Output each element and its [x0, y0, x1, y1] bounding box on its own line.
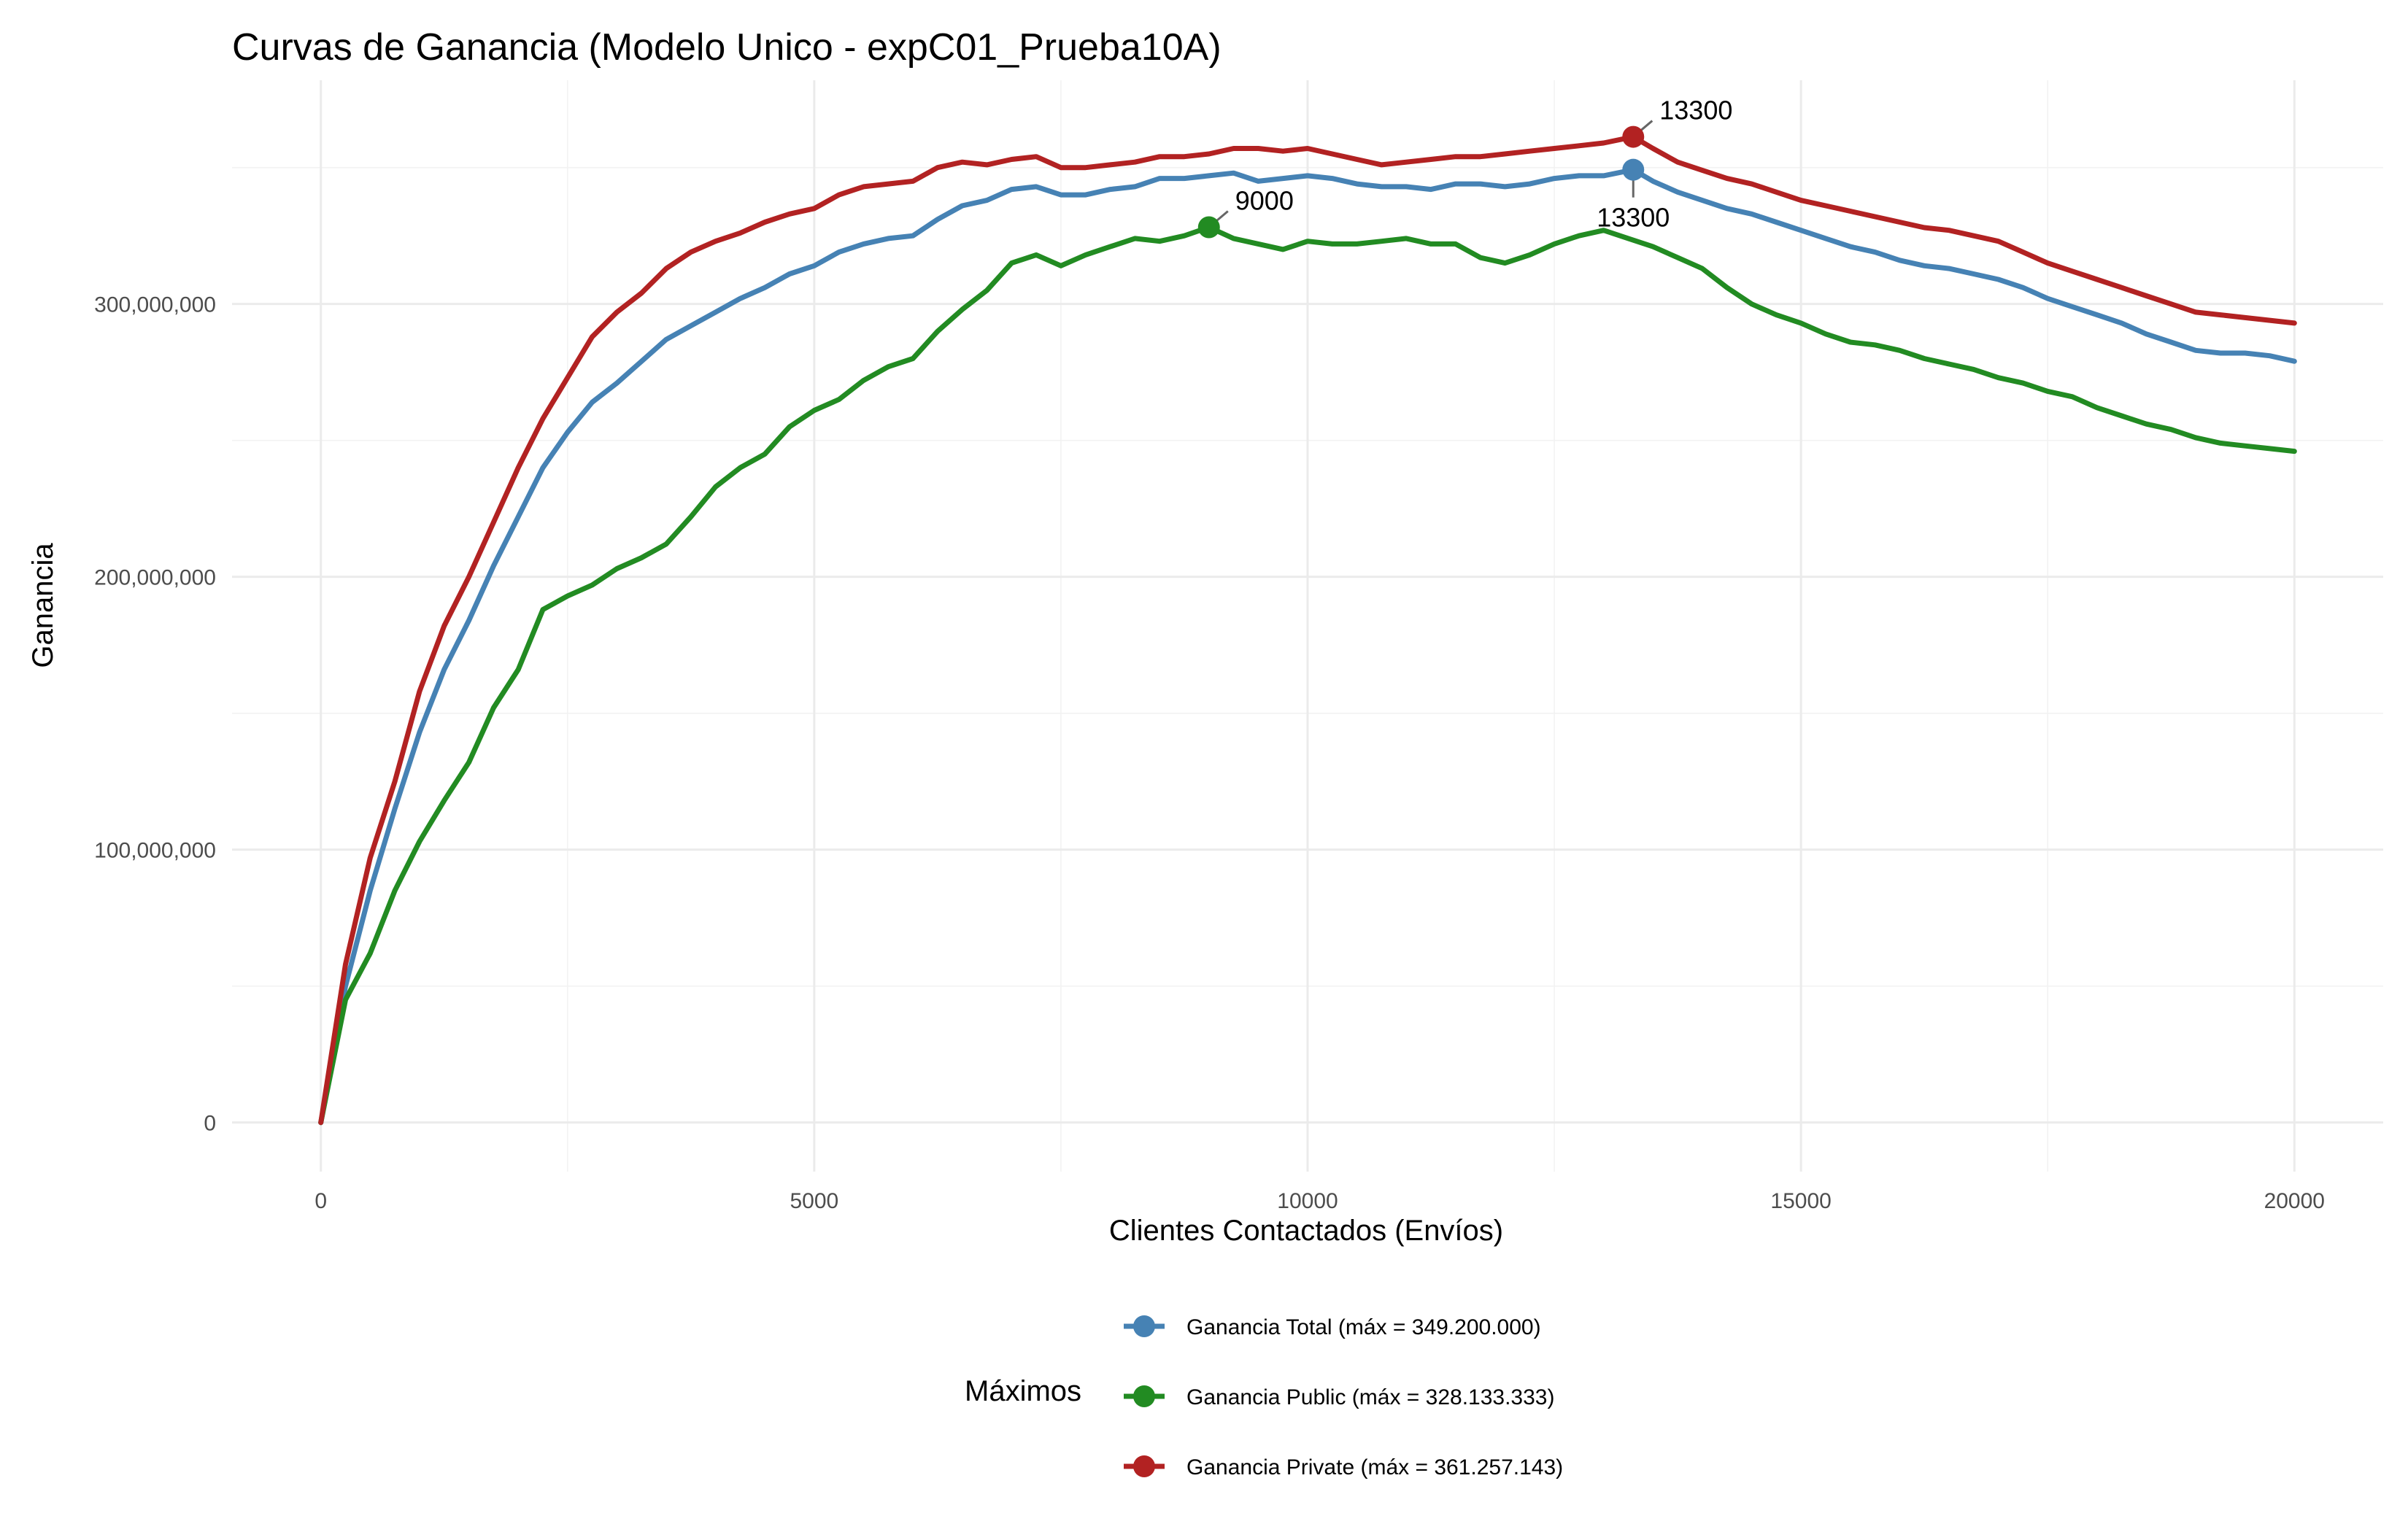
- y-tick-label: 100,000,000: [94, 839, 216, 863]
- legend-key-marker: [1133, 1315, 1155, 1337]
- x-axis-tick-labels: 0 5000 10000 15000 20000: [314, 1189, 2325, 1213]
- legend: Ganancia Total (máx = 349.200.000) Gananc…: [1124, 1315, 1563, 1479]
- x-tick-label: 20000: [2264, 1189, 2325, 1213]
- legend-label: Ganancia Total (máx = 349.200.000): [1186, 1315, 1541, 1339]
- max-point-marker: [1197, 216, 1220, 239]
- legend-label: Ganancia Public (máx = 328.133.333): [1186, 1385, 1554, 1409]
- x-tick-label: 5000: [790, 1189, 838, 1213]
- y-axis-title: Ganancia: [27, 543, 59, 668]
- legend-title: Máximos: [965, 1375, 1081, 1407]
- series-lines: [318, 134, 2297, 1126]
- x-tick-label: 15000: [1770, 1189, 1831, 1213]
- max-point-marker: [1622, 158, 1645, 181]
- max-point-marker: [1622, 125, 1645, 148]
- series-line: [318, 134, 2297, 1126]
- legend-key-marker: [1133, 1385, 1155, 1407]
- max-point-label: 13300: [1659, 96, 1732, 125]
- chart-title: Curvas de Ganancia (Modelo Unico - expC0…: [232, 26, 1222, 69]
- x-axis-title: Clientes Contactados (Envíos): [1109, 1215, 1503, 1247]
- y-axis-tick-labels: 0 100,000,000 200,000,000 300,000,000: [94, 293, 216, 1136]
- x-tick-label: 10000: [1277, 1189, 1338, 1213]
- max-point-label: 9000: [1235, 185, 1294, 215]
- y-tick-label: 200,000,000: [94, 566, 216, 590]
- y-tick-label: 0: [204, 1112, 216, 1136]
- max-point-markers: 13300 9000 13300: [1197, 96, 1732, 239]
- major-gridlines: [232, 80, 2383, 1172]
- series-line: [318, 167, 2297, 1126]
- x-tick-label: 0: [314, 1189, 327, 1213]
- y-tick-label: 300,000,000: [94, 293, 216, 317]
- series-line: [318, 225, 2297, 1126]
- legend-label: Ganancia Private (máx = 361.257.143): [1186, 1455, 1563, 1479]
- max-point-label: 13300: [1597, 203, 1670, 233]
- legend-key-marker: [1133, 1455, 1155, 1477]
